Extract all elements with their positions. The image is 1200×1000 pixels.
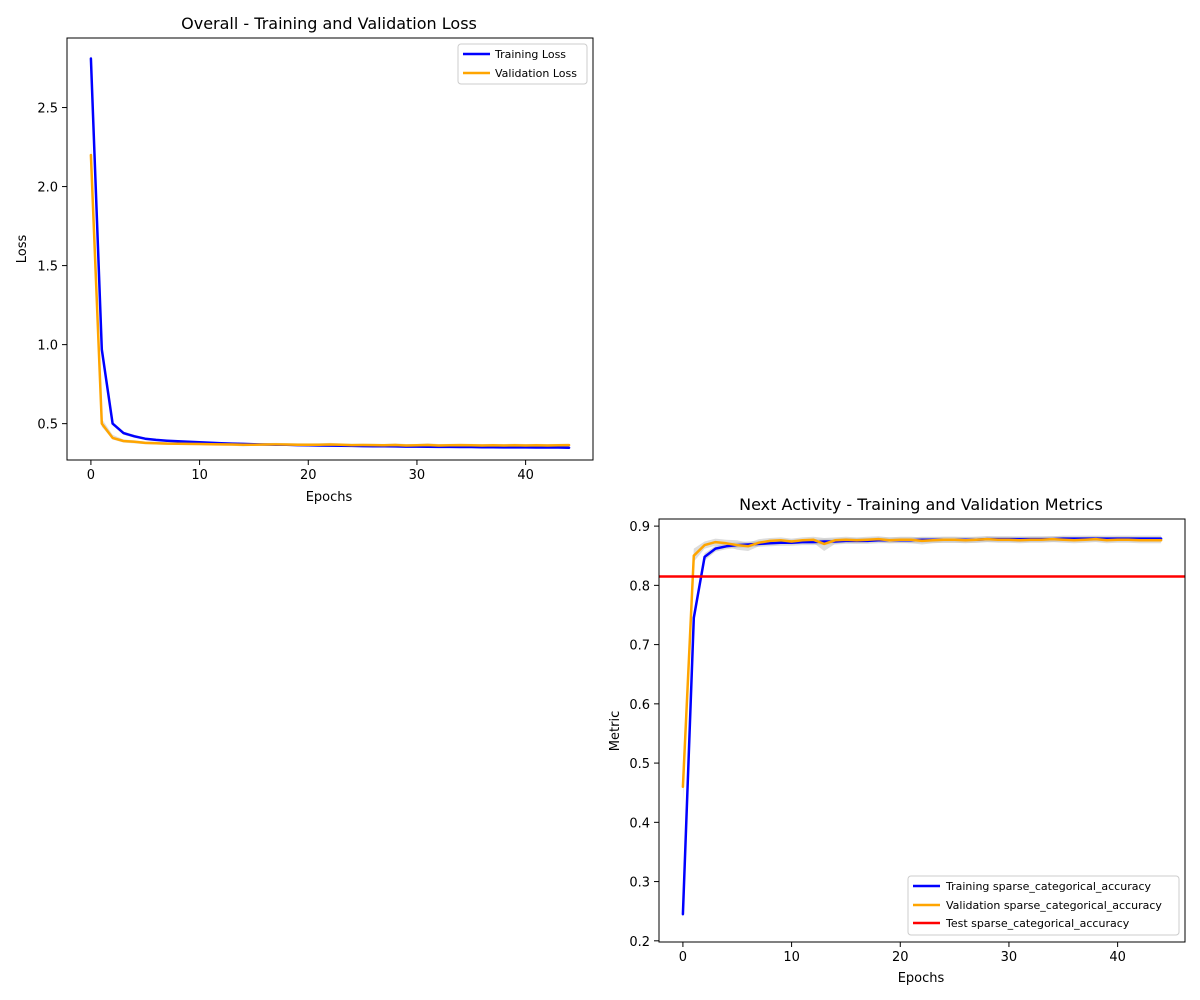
loss-chart-lines — [89, 57, 571, 449]
y-tick-label: 1.5 — [37, 260, 58, 275]
metrics-chart-legend: Training sparse_categorical_accuracy Val… — [907, 875, 1180, 936]
x-tick-label: 0 — [679, 950, 687, 965]
metrics-chart-axes-frame — [658, 518, 1186, 943]
x-tick-label: 0 — [87, 468, 95, 483]
legend-label-validation-loss: Validation Loss — [495, 67, 577, 80]
loss-chart-x-axis-label: Epochs — [306, 490, 353, 505]
y-tick-label: 2.5 — [37, 102, 58, 117]
y-tick-label: 0.5 — [629, 757, 650, 772]
x-tick-label: 10 — [191, 468, 208, 483]
y-tick-label: 0.6 — [629, 698, 650, 713]
metrics-chart-legend-box — [907, 875, 1180, 936]
legend-label-test-accuracy: Test sparse_categorical_accuracy — [945, 917, 1130, 930]
y-tick-label: 1.0 — [37, 339, 58, 354]
legend-label-training-accuracy: Training sparse_categorical_accuracy — [945, 880, 1151, 893]
metrics-chart-y-axis-label: Metric — [608, 711, 623, 751]
metrics-chart-lines — [681, 537, 1163, 916]
y-tick-label: 0.4 — [629, 816, 650, 831]
y-tick-label: 0.2 — [629, 935, 650, 950]
x-tick-label: 20 — [892, 950, 909, 965]
x-tick-label: 30 — [409, 468, 426, 483]
x-tick-label: 10 — [783, 950, 800, 965]
y-tick-label: 2.0 — [37, 181, 58, 196]
y-tick-label: 0.5 — [37, 418, 58, 433]
x-tick-label: 30 — [1001, 950, 1018, 965]
x-tick-label: 40 — [517, 468, 534, 483]
y-tick-label: 0.3 — [629, 876, 650, 891]
metrics-chart: Next Activity - Training and Validation … — [608, 495, 1186, 986]
loss-chart-x-ticks: 0 10 20 30 40 — [87, 460, 534, 483]
loss-chart: Overall - Training and Validation Loss 0… — [15, 14, 594, 505]
loss-chart-axes-frame — [66, 37, 594, 461]
y-tick-label: 0.7 — [629, 639, 650, 654]
loss-chart-y-axis-label: Loss — [15, 235, 30, 264]
loss-chart-legend: Training Loss Validation Loss — [457, 43, 588, 85]
series-line-validation-accuracy — [681, 537, 1163, 789]
loss-chart-title: Overall - Training and Validation Loss — [181, 14, 477, 33]
metrics-chart-x-axis-label: Epochs — [898, 971, 945, 986]
y-tick-label: 0.8 — [629, 579, 650, 594]
metrics-chart-x-ticks: 0 10 20 30 40 — [679, 942, 1126, 965]
metrics-chart-y-ticks: 0.2 0.3 0.4 0.5 0.6 0.7 0.8 0.9 — [629, 520, 659, 950]
series-line-validation-loss — [89, 153, 571, 447]
x-tick-label: 40 — [1109, 950, 1126, 965]
legend-label-training-loss: Training Loss — [494, 48, 566, 61]
legend-label-validation-accuracy: Validation sparse_categorical_accuracy — [946, 899, 1162, 912]
metrics-chart-title: Next Activity - Training and Validation … — [739, 495, 1103, 514]
y-tick-label: 0.9 — [629, 520, 650, 535]
x-tick-label: 20 — [300, 468, 317, 483]
loss-chart-legend-box — [457, 43, 588, 85]
loss-chart-y-ticks: 0.5 1.0 1.5 2.0 2.5 — [37, 102, 67, 433]
